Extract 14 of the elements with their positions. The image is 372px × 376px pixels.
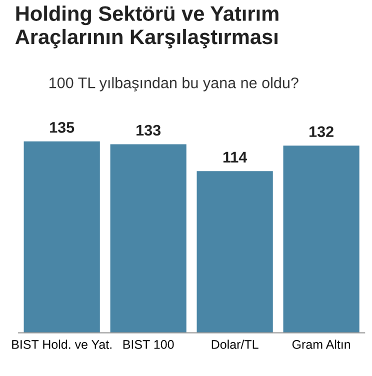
data-label: 135 (50, 122, 74, 133)
chart-subtitle: 100 TL yılbaşından bu yana ne oldu? (50, 77, 298, 92)
chart-title: Holding Sektörü ve Yatırım Araçlarının Karşılaştırması (15, 6, 278, 48)
bar (110, 144, 186, 333)
bar (24, 141, 100, 333)
bar (196, 171, 273, 333)
x-tick-label: Gram Altın (292, 340, 350, 349)
bar (283, 146, 360, 333)
data-label: 114 (223, 152, 248, 162)
x-tick-label: Dolar/TL (212, 340, 258, 349)
data-label: 132 (310, 126, 334, 138)
x-tick-label: BIST Hold. ve Yat. (12, 340, 112, 349)
x-tick-label: BIST 100 (123, 340, 174, 349)
data-label: 133 (136, 124, 161, 136)
